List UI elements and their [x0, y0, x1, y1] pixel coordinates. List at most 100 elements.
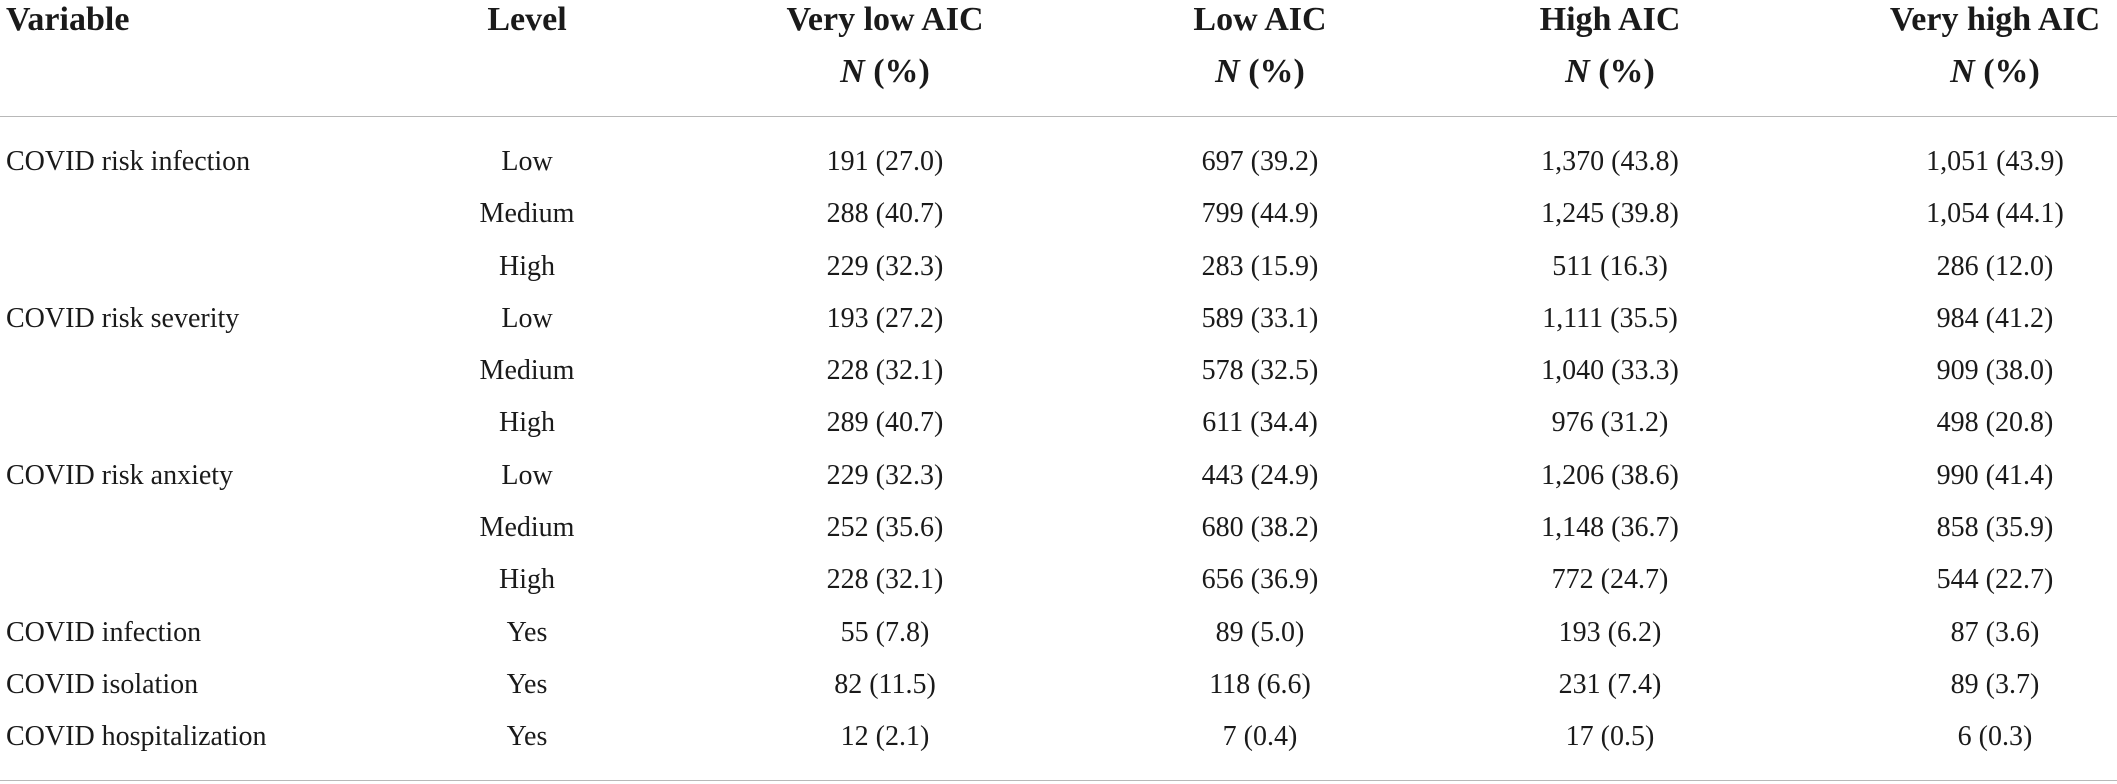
- table-row: COVID infection Yes 55 (7.8) 89 (5.0) 193 (6…: [0, 611, 2117, 663]
- value-cell: 118 (6.6): [1209, 668, 1311, 700]
- level-cell: Yes: [506, 616, 548, 648]
- variable-cell: COVID hospitalization: [6, 721, 267, 753]
- header-very-low-aic: Very low AIC: [786, 1, 984, 38]
- value-cell: 656 (36.9): [1201, 564, 1319, 596]
- value-cell: 89 (3.7): [1950, 668, 2040, 700]
- value-cell: 17 (0.5): [1565, 721, 1655, 753]
- value-cell: 1,040 (33.3): [1541, 355, 1679, 387]
- value-cell: 286 (12.0): [1936, 250, 2054, 282]
- value-cell: 611 (34.4): [1202, 407, 1318, 439]
- value-cell: 799 (44.9): [1201, 198, 1319, 230]
- table-row: High 229 (32.3) 283 (15.9) 511 (16.3) 286 (1…: [0, 245, 2117, 297]
- table-row: High 289 (40.7) 611 (34.4) 976 (31.2) 498 (2…: [0, 401, 2117, 453]
- header-very-high-aic-sub: N (%): [1950, 52, 2040, 92]
- variable-cell: COVID infection: [6, 616, 202, 648]
- value-cell: 228 (32.1): [826, 355, 944, 387]
- value-cell: 288 (40.7): [826, 198, 944, 230]
- value-cell: 1,206 (38.6): [1541, 459, 1679, 491]
- value-cell: 976 (31.2): [1551, 407, 1669, 439]
- variable-cell: COVID risk infection: [6, 146, 251, 177]
- table-row: COVID isolation Yes 82 (11.5) 118 (6.6) 231 …: [0, 663, 2117, 715]
- value-cell: 589 (33.1): [1201, 302, 1319, 334]
- value-cell: 498 (20.8): [1936, 407, 2054, 439]
- value-cell: 544 (22.7): [1936, 564, 2054, 596]
- variable-cell: COVID isolation: [6, 668, 199, 700]
- header-divider: [0, 116, 2117, 117]
- header-very-low-aic-sub: N (%): [840, 52, 930, 92]
- value-cell: 12 (2.1): [840, 721, 930, 753]
- value-cell: 55 (7.8): [840, 616, 930, 648]
- level-cell: High: [499, 564, 555, 596]
- variable-cell: COVID risk severity: [6, 302, 240, 334]
- value-cell: 443 (24.9): [1201, 459, 1319, 491]
- level-cell: High: [499, 407, 555, 439]
- table-row: COVID risk severity Low 193 (27.2) 589 (33.…: [0, 297, 2117, 349]
- header-pct: (%): [1239, 53, 1305, 90]
- header-variable: Variable: [6, 1, 130, 38]
- value-cell: 1,148 (36.7): [1541, 512, 1679, 544]
- header-n: N: [1565, 53, 1590, 90]
- value-cell: 193 (6.2): [1558, 616, 1662, 648]
- header-low-aic-sub: N (%): [1215, 52, 1305, 92]
- value-cell: 990 (41.4): [1936, 459, 2054, 491]
- value-cell: 1,054 (44.1): [1926, 198, 2064, 230]
- header-n: N: [840, 53, 865, 90]
- level-cell: Yes: [506, 721, 548, 753]
- value-cell: 7 (0.4): [1222, 721, 1298, 753]
- level-cell: Yes: [506, 668, 548, 700]
- header-level: Level: [487, 1, 567, 38]
- value-cell: 1,370 (43.8): [1541, 146, 1679, 177]
- value-cell: 283 (15.9): [1201, 250, 1319, 282]
- level-cell: Medium: [479, 198, 575, 230]
- header-high-aic-sub: N (%): [1565, 52, 1655, 92]
- header-pct: (%): [864, 53, 930, 90]
- table-row: COVID risk infection Low 191 (27.0) 697 (39…: [0, 140, 2117, 192]
- header-pct: (%): [1974, 53, 2040, 90]
- table-row: Medium 288 (40.7) 799 (44.9) 1,245 (39.8) 1,…: [0, 192, 2117, 244]
- value-cell: 87 (3.6): [1950, 616, 2040, 648]
- header-n: N: [1950, 53, 1975, 90]
- level-cell: Low: [501, 302, 553, 334]
- value-cell: 772 (24.7): [1551, 564, 1669, 596]
- table-row: Medium 228 (32.1) 578 (32.5) 1,040 (33.3) 90…: [0, 349, 2117, 401]
- table-row: High 228 (32.1) 656 (36.9) 772 (24.7) 544 (2…: [0, 558, 2117, 610]
- value-cell: 89 (5.0): [1215, 616, 1305, 648]
- table-bottom-divider: [0, 780, 2117, 781]
- value-cell: 252 (35.6): [826, 512, 944, 544]
- value-cell: 193 (27.2): [826, 302, 944, 334]
- value-cell: 858 (35.9): [1936, 512, 2054, 544]
- level-cell: Low: [501, 146, 553, 177]
- value-cell: 1,245 (39.8): [1541, 198, 1679, 230]
- header-pct: (%): [1589, 53, 1655, 90]
- value-cell: 82 (11.5): [834, 668, 936, 700]
- level-cell: Medium: [479, 355, 575, 387]
- header-low-aic: Low AIC: [1193, 1, 1327, 38]
- header-n: N: [1215, 53, 1240, 90]
- value-cell: 680 (38.2): [1201, 512, 1319, 544]
- value-cell: 578 (32.5): [1201, 355, 1319, 387]
- value-cell: 6 (0.3): [1957, 721, 2033, 753]
- value-cell: 697 (39.2): [1201, 146, 1319, 177]
- value-cell: 1,051 (43.9): [1926, 146, 2064, 177]
- table-row: COVID hospitalization Yes 12 (2.1) 7 (0.4) 1…: [0, 715, 2117, 767]
- level-cell: Low: [501, 459, 553, 491]
- header-high-aic: High AIC: [1539, 1, 1681, 38]
- value-cell: 1,111 (35.5): [1542, 302, 1678, 334]
- value-cell: 511 (16.3): [1552, 250, 1668, 282]
- level-cell: Medium: [479, 512, 575, 544]
- value-cell: 289 (40.7): [826, 407, 944, 439]
- value-cell: 231 (7.4): [1558, 668, 1662, 700]
- header-very-high-aic: Very high AIC: [1889, 1, 2101, 38]
- table-row: Medium 252 (35.6) 680 (38.2) 1,148 (36.7) 85…: [0, 506, 2117, 558]
- table-body: COVID risk infection Low 191 (27.0) 697 (39…: [0, 140, 2117, 768]
- level-cell: High: [499, 250, 555, 282]
- value-cell: 229 (32.3): [826, 459, 944, 491]
- value-cell: 909 (38.0): [1936, 355, 2054, 387]
- value-cell: 228 (32.1): [826, 564, 944, 596]
- table-row: COVID risk anxiety Low 229 (32.3) 443 (24.9…: [0, 454, 2117, 506]
- value-cell: 191 (27.0): [826, 146, 944, 177]
- value-cell: 229 (32.3): [826, 250, 944, 282]
- table-header: Variable Level Very low AIC N (%) Low AI…: [0, 0, 2117, 116]
- variable-cell: COVID risk anxiety: [6, 459, 234, 491]
